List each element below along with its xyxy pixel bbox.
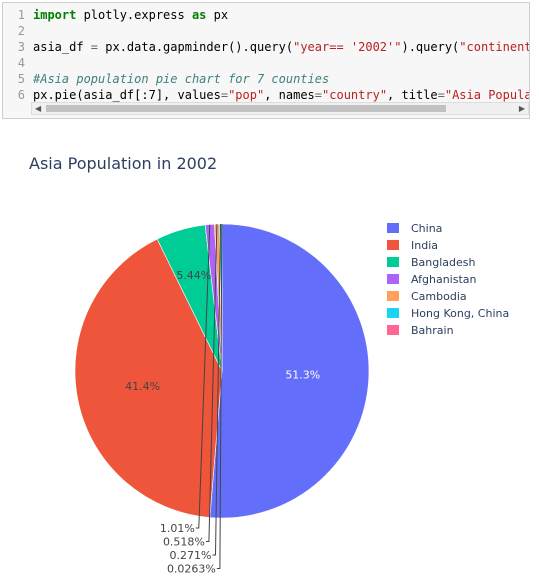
legend-label: Afghanistan [411, 273, 477, 286]
code-token: = [91, 40, 98, 54]
code-token: = [438, 88, 445, 102]
code-line[interactable]: 2 [3, 23, 529, 39]
legend-swatch [387, 240, 399, 250]
legend-swatch [387, 325, 399, 335]
chart-title: Asia Population in 2002 [29, 154, 217, 173]
slice-data-label: 51.3% [285, 368, 320, 381]
code-token: asia_df [33, 40, 91, 54]
slice-data-label: 0.0263% [167, 563, 216, 576]
code-token: "year== '2002'" [293, 40, 401, 54]
code-token: import [33, 8, 76, 22]
legend-label: Bangladesh [411, 256, 476, 269]
slice-data-label: 0.271% [170, 549, 212, 562]
code-token: "Asia Population in 2002" [445, 88, 529, 102]
code-token: px.pie(asia_df[:7], values [33, 88, 221, 102]
legend-swatch [387, 291, 399, 301]
legend-swatch [387, 257, 399, 267]
legend-label: Bahrain [411, 324, 454, 337]
line-number: 4 [3, 55, 33, 71]
legend-label: India [411, 239, 438, 252]
legend-item-china[interactable]: China [387, 222, 442, 235]
code-token: = [315, 88, 322, 102]
line-number: 6 [3, 87, 33, 103]
code-token: px [206, 8, 228, 22]
legend-swatch [387, 308, 399, 318]
slice-data-label: 41.4% [125, 380, 160, 393]
cell-output: Asia Population in 2002 51.3% 41.4% 5.44% 1… [0, 123, 539, 579]
line-number: 1 [3, 7, 33, 23]
legend-item-hong-kong-china[interactable]: Hong Kong, China [387, 307, 509, 320]
legend-item-bangladesh[interactable]: Bangladesh [387, 256, 476, 269]
code-line[interactable]: 5#Asia population pie chart for 7 counti… [3, 71, 529, 87]
code-token: ).query( [401, 40, 459, 54]
line-number: 3 [3, 39, 33, 55]
legend-label: China [411, 222, 442, 235]
scroll-right-icon[interactable]: ▶ [519, 103, 525, 114]
code-token: = [221, 88, 228, 102]
slice-data-label: 0.518% [163, 536, 205, 549]
legend-swatch [387, 274, 399, 284]
pie-chart: 51.3% 41.4% 5.44% 1.01%0.518%0.271%0.0263% C… [0, 123, 539, 579]
slice-data-label: 1.01% [160, 522, 195, 535]
code-token: , title [387, 88, 438, 102]
code-token: #Asia population pie chart for 7 countie… [33, 72, 329, 86]
line-number: 2 [3, 23, 33, 39]
code-line[interactable]: 4 [3, 55, 529, 71]
legend-item-cambodia[interactable]: Cambodia [387, 290, 467, 303]
scroll-left-icon[interactable]: ◀ [35, 103, 41, 114]
code-token: "continent=='Asia'" [459, 40, 529, 54]
legend-item-india[interactable]: India [387, 239, 438, 252]
code-token: "pop" [228, 88, 264, 102]
code-token: as [192, 8, 206, 22]
scrollbar-thumb[interactable] [46, 105, 446, 112]
code-token: px.data.gapminder().query( [98, 40, 293, 54]
horizontal-scrollbar[interactable]: ◀ ▶ [31, 102, 529, 115]
code-token: plotly.express [76, 8, 192, 22]
legend-swatch [387, 223, 399, 233]
code-token: , names [264, 88, 315, 102]
slice-data-label: 5.44% [176, 269, 211, 282]
line-number: 5 [3, 71, 33, 87]
legend-item-afghanistan[interactable]: Afghanistan [387, 273, 477, 286]
legend-label: Cambodia [411, 290, 467, 303]
code-token: "country" [322, 88, 387, 102]
legend-item-bahrain[interactable]: Bahrain [387, 324, 454, 337]
legend-label: Hong Kong, China [411, 307, 509, 320]
